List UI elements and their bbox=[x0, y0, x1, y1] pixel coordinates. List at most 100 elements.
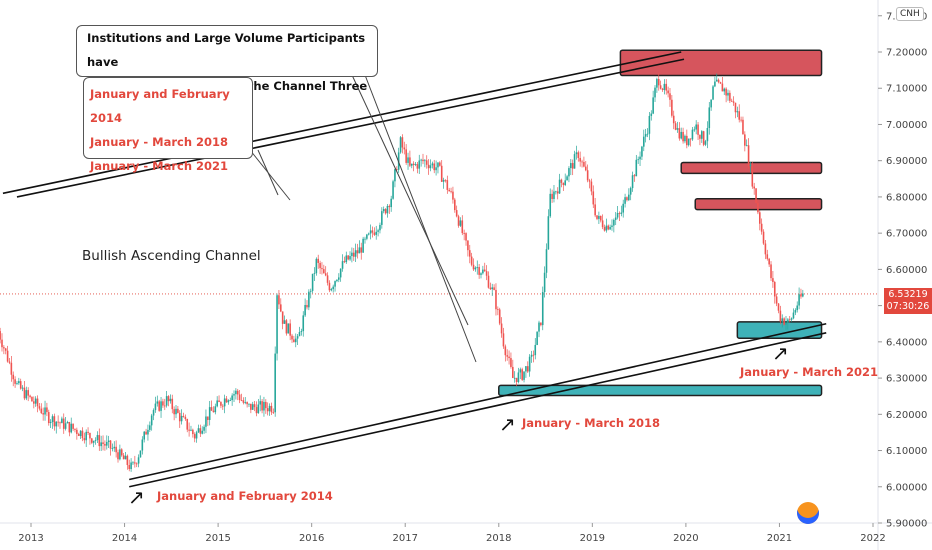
candle-body bbox=[242, 400, 245, 403]
candle-body bbox=[491, 287, 494, 290]
candle-body bbox=[693, 129, 696, 131]
candle-body bbox=[91, 438, 93, 443]
candle-body bbox=[489, 287, 492, 290]
candle-body bbox=[674, 123, 677, 130]
candle-body bbox=[583, 161, 585, 167]
candle-body bbox=[94, 440, 97, 441]
candle-body bbox=[51, 416, 54, 422]
candle-body bbox=[25, 390, 28, 399]
candle-body bbox=[212, 410, 215, 413]
candle-body bbox=[47, 412, 50, 424]
candle-body bbox=[420, 159, 422, 161]
candle-body bbox=[394, 169, 396, 182]
candle-body bbox=[463, 233, 465, 234]
candle-body bbox=[208, 407, 211, 420]
candle-body bbox=[334, 281, 336, 287]
callout-pointer bbox=[364, 74, 477, 363]
candle-body bbox=[732, 101, 735, 103]
candle-body bbox=[637, 159, 639, 161]
candle-body bbox=[323, 269, 325, 274]
candle-body bbox=[319, 262, 321, 269]
candle-body bbox=[472, 264, 475, 270]
candle-body bbox=[210, 407, 213, 411]
support-zone bbox=[736, 321, 823, 339]
y-tick-label: 6.20000 bbox=[886, 410, 927, 421]
x-tick-label: 2021 bbox=[767, 533, 792, 544]
candle-body bbox=[508, 356, 510, 359]
candle-body bbox=[727, 92, 729, 96]
candle-body bbox=[596, 215, 598, 219]
candle-body bbox=[130, 462, 132, 470]
candle-body bbox=[439, 162, 441, 166]
candle-body bbox=[783, 318, 785, 325]
candle-body bbox=[768, 258, 770, 265]
candle-body bbox=[714, 81, 716, 87]
candle-body bbox=[287, 323, 290, 334]
candle-body bbox=[169, 398, 172, 402]
candle-body bbox=[251, 404, 254, 410]
candle-body bbox=[512, 366, 514, 378]
candle-body bbox=[708, 107, 711, 129]
candle-body bbox=[536, 331, 538, 345]
candle-body bbox=[521, 369, 523, 380]
symbol-badge[interactable]: CNH bbox=[896, 7, 924, 21]
x-tick-label: 2019 bbox=[580, 533, 605, 544]
candle-body bbox=[178, 412, 181, 422]
channel-line bbox=[16, 58, 685, 198]
dates-box-2014: January and February 2014 bbox=[90, 87, 230, 125]
channel-line bbox=[129, 332, 827, 488]
candle-body bbox=[482, 269, 484, 274]
candle-body bbox=[744, 134, 746, 146]
y-tick-label: 6.40000 bbox=[886, 337, 927, 348]
candle-body bbox=[81, 430, 84, 439]
candle-body bbox=[6, 350, 9, 362]
candle-body bbox=[671, 99, 673, 116]
x-tick-label: 2014 bbox=[112, 533, 137, 544]
candle-body bbox=[405, 149, 407, 163]
candle-body bbox=[236, 390, 239, 395]
candle-body bbox=[495, 289, 497, 310]
dates-box: January and February 2014 January - Marc… bbox=[83, 77, 253, 173]
candle-body bbox=[177, 408, 179, 413]
candle-body bbox=[33, 401, 35, 404]
candle-body bbox=[364, 238, 366, 240]
candle-body bbox=[62, 418, 65, 429]
candle-body bbox=[571, 163, 574, 169]
candle-body bbox=[506, 355, 508, 357]
candle-body bbox=[207, 416, 209, 420]
candle-body bbox=[700, 131, 703, 139]
candle-body bbox=[568, 168, 570, 177]
candle-body bbox=[186, 419, 189, 430]
candle-body bbox=[641, 146, 643, 157]
candle-body bbox=[377, 230, 379, 232]
candle-body bbox=[272, 412, 275, 414]
candle-body bbox=[510, 358, 512, 367]
candle-body bbox=[180, 415, 183, 422]
candle-body bbox=[274, 353, 276, 413]
candle-body bbox=[424, 160, 426, 162]
candle-body bbox=[72, 423, 74, 429]
x-tick-label: 2022 bbox=[860, 533, 885, 544]
candle-body bbox=[729, 92, 731, 101]
candle-body bbox=[195, 432, 198, 439]
candle-body bbox=[556, 191, 559, 194]
candle-body bbox=[676, 128, 679, 130]
candle-body bbox=[173, 409, 175, 415]
x-tick-label: 2017 bbox=[392, 533, 417, 544]
candle-body bbox=[740, 119, 742, 121]
candle-body bbox=[92, 440, 95, 443]
y-tick-label: 7.20000 bbox=[886, 48, 927, 59]
candle-body bbox=[347, 255, 349, 260]
candle-body bbox=[326, 275, 329, 283]
label-2021: January - March 2021 bbox=[740, 365, 879, 379]
candle-body bbox=[444, 179, 447, 181]
candle-body bbox=[1, 339, 3, 348]
candle-body bbox=[49, 421, 52, 424]
candle-body bbox=[695, 124, 697, 130]
candle-body bbox=[646, 133, 649, 135]
candle-body bbox=[199, 428, 202, 434]
arrow-2021-icon: ↗ bbox=[772, 341, 789, 365]
candle-body bbox=[532, 354, 535, 356]
candle-body bbox=[154, 403, 157, 411]
